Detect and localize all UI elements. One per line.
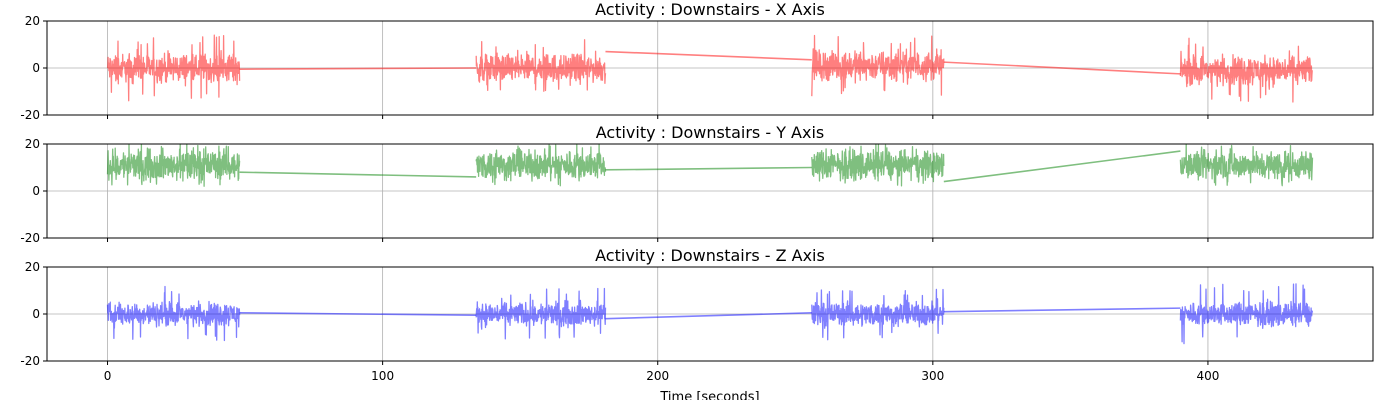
signal-bridge-3 [943, 150, 1181, 183]
subplot-title: Activity : Downstairs - Y Axis [596, 123, 825, 142]
signal-bridge-3 [943, 61, 1181, 75]
y-tick-label: 0 [32, 184, 40, 198]
signal-burst-2 [475, 287, 607, 340]
y-tick-label: 0 [32, 307, 40, 321]
signal-burst-2 [475, 144, 607, 187]
series-group [106, 34, 1314, 103]
x-axis-label: Time [seconds] [659, 390, 759, 400]
subplot-title: Activity : Downstairs - Z Axis [595, 246, 825, 265]
signal-burst-4 [1179, 37, 1314, 103]
series-group [106, 144, 1314, 187]
signal-bridge-1 [239, 171, 477, 178]
y-tick-label: 20 [25, 137, 40, 151]
signal-bridge-1 [239, 67, 477, 70]
x-tick-label: 200 [646, 369, 669, 383]
signal-burst-1 [106, 144, 241, 187]
series-group [106, 283, 1314, 345]
signal-burst-1 [106, 285, 241, 342]
signal-burst-3 [811, 144, 945, 187]
signal-burst-3 [811, 288, 945, 341]
x-tick-label: 400 [1196, 369, 1219, 383]
x-tick-label: 300 [921, 369, 944, 383]
y-tick-label: -20 [20, 354, 40, 368]
x-tick-label: 0 [104, 369, 112, 383]
signal-burst-1 [106, 34, 241, 102]
signal-burst-4 [1179, 283, 1314, 345]
y-tick-label: 20 [25, 14, 40, 28]
subplot-1: -20 0 20 Activity : Downstairs - X Axis [20, 0, 1374, 122]
y-tick-label: 0 [32, 61, 40, 75]
signal-burst-3 [811, 34, 945, 97]
signal-burst-4 [1179, 144, 1314, 187]
x-tick-label: 100 [371, 369, 394, 383]
y-tick-label: 20 [25, 260, 40, 274]
subplot-title: Activity : Downstairs - X Axis [595, 0, 825, 19]
signal-bridge-3 [943, 307, 1181, 313]
subplot-2: -20 0 20 Activity : Downstairs - Y Axis [20, 123, 1374, 245]
signal-bridge-2 [605, 312, 812, 320]
y-tick-label: -20 [20, 231, 40, 245]
signal-bridge-1 [239, 312, 477, 316]
signal-bridge-2 [605, 166, 812, 171]
signal-burst-2 [475, 39, 607, 92]
signal-bridge-2 [605, 50, 812, 61]
y-tick-label: -20 [20, 108, 40, 122]
